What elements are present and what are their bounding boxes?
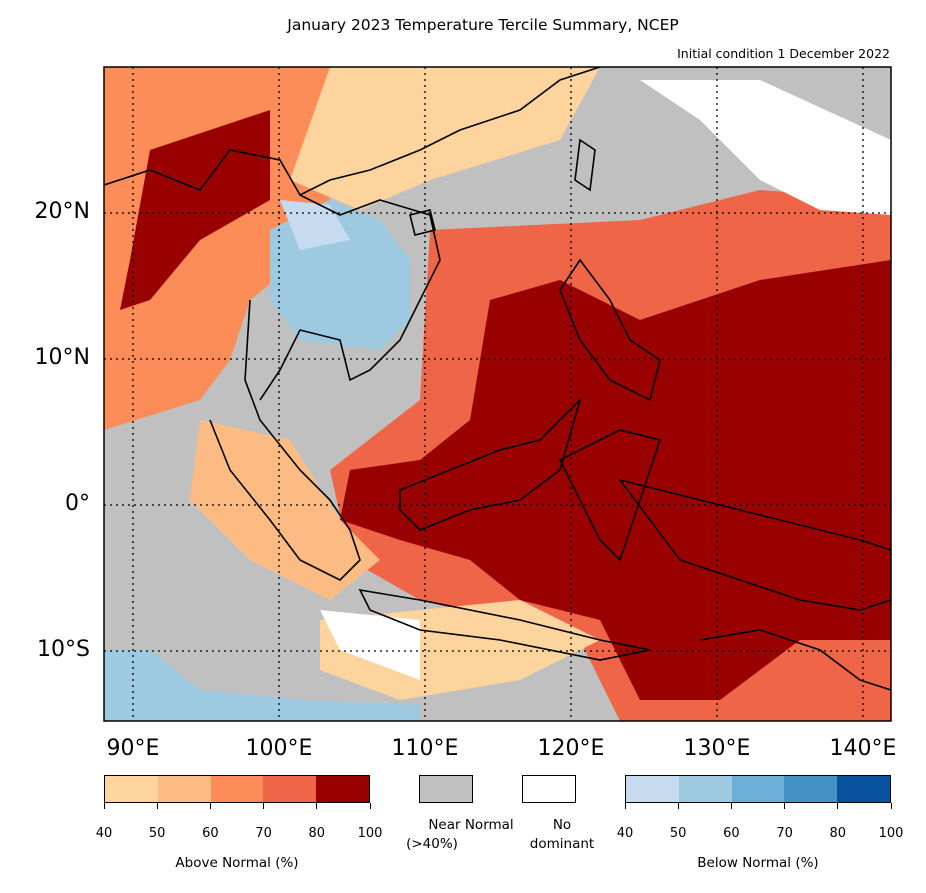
below-normal-tick-label: 50	[669, 826, 687, 841]
above-normal-segment	[210, 776, 264, 802]
above-normal-segment	[157, 776, 211, 802]
above-40-50-region	[290, 67, 600, 210]
above-normal-segment	[263, 776, 317, 802]
below-normal-tickmark	[624, 803, 626, 809]
no-dominant-south-region	[320, 610, 420, 680]
above-normal-tickmark	[263, 803, 265, 809]
no-dominant-caption-line2: dominant	[529, 836, 595, 852]
lon-label-130e: 130°E	[683, 736, 751, 761]
below-40-60-southwest-region	[104, 650, 420, 721]
above-normal-tick-label: 100	[357, 826, 383, 841]
below-normal-tick-label: 70	[776, 826, 793, 841]
above-50-60-south-region	[190, 420, 380, 600]
below-normal-tick-label: 40	[616, 826, 634, 841]
below-normal-caption: Below Normal (%)	[697, 855, 819, 871]
above-normal-tickmark	[103, 803, 105, 809]
below-normal-tickmark	[784, 803, 786, 809]
above-80-100-north-region	[120, 110, 270, 310]
no-dominant-northeast-region	[640, 80, 891, 215]
below-normal-colorbar	[625, 775, 891, 803]
graticule	[104, 67, 891, 721]
coastlines	[104, 67, 891, 691]
near-normal-caption-line2: (>40%)	[406, 836, 458, 852]
no-dominant-swatch	[522, 775, 576, 803]
above-normal-tickmark	[369, 803, 371, 809]
above-normal-caption: Above Normal (%)	[175, 855, 299, 871]
lon-label-100e: 100°E	[245, 736, 313, 761]
below-normal-tickmark	[677, 803, 679, 809]
lon-label-90e: 90°E	[106, 736, 160, 761]
above-normal-tick-label: 70	[255, 826, 272, 841]
lat-label-10s: 10°S	[37, 637, 90, 662]
below-normal-segment	[626, 776, 679, 802]
below-normal-segment	[784, 776, 838, 802]
above-normal-tickmark	[209, 803, 211, 809]
below-normal-tick-label: 60	[723, 826, 740, 841]
above-80-100-central-region	[340, 260, 891, 700]
lon-label-120e: 120°E	[537, 736, 605, 761]
lon-label-140e: 140°E	[829, 736, 897, 761]
below-normal-tickmark	[837, 803, 839, 809]
below-normal-tickmark	[890, 803, 892, 809]
above-normal-segment	[316, 776, 369, 802]
map-subtitle: Initial condition 1 December 2022	[677, 46, 890, 61]
lat-label-0: 0°	[65, 491, 90, 516]
above-normal-tickmark	[156, 803, 158, 809]
map-title: January 2023 Temperature Tercile Summary…	[287, 16, 679, 34]
below-normal-segment	[731, 776, 785, 802]
above-normal-colorbar	[104, 775, 370, 803]
below-normal-tickmark	[730, 803, 732, 809]
near-normal-swatch	[419, 775, 473, 803]
no-dominant-caption-line1: No	[552, 817, 572, 833]
below-normal-tick-label: 100	[878, 826, 904, 841]
above-normal-tick-label: 40	[95, 826, 113, 841]
below-normal-segment	[678, 776, 732, 802]
lat-label-10n: 10°N	[34, 345, 90, 370]
lon-label-110e: 110°E	[391, 736, 459, 761]
below-normal-tick-label: 80	[829, 826, 847, 841]
map-frame	[103, 66, 892, 722]
near-normal-caption-line1: Near Normal	[428, 817, 514, 833]
above-normal-tick-label: 50	[148, 826, 166, 841]
below-normal-segment	[837, 776, 890, 802]
above-normal-segment	[105, 776, 158, 802]
above-normal-tick-label: 60	[202, 826, 219, 841]
above-normal-tickmark	[316, 803, 318, 809]
lat-label-20n: 20°N	[34, 199, 90, 224]
above-normal-tick-label: 80	[308, 826, 326, 841]
